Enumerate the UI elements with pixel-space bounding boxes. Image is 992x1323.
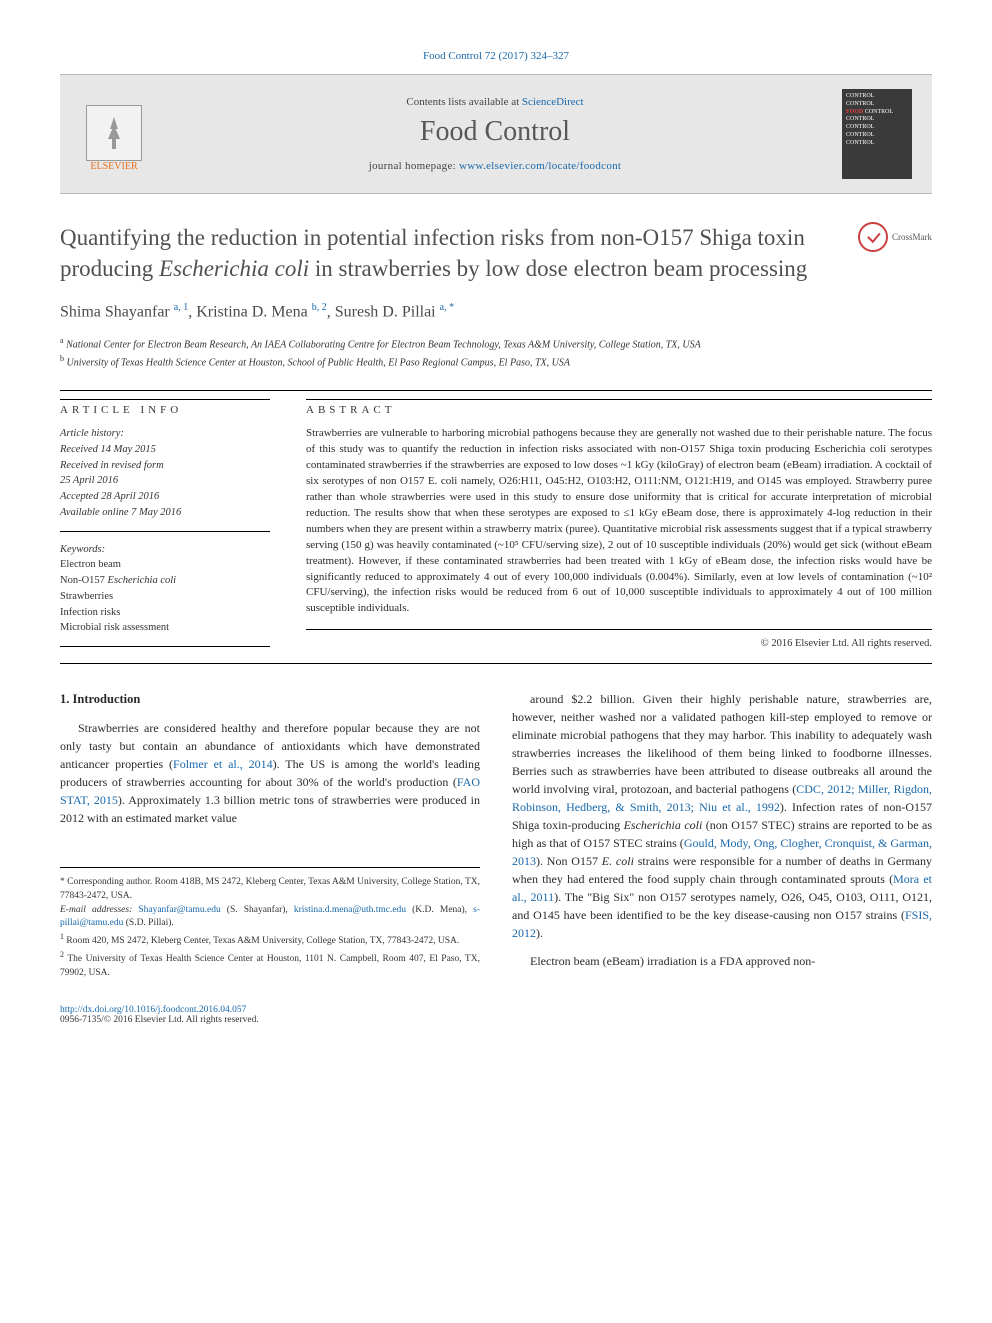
article-info-heading: ARTICLE INFO bbox=[60, 399, 270, 416]
elsevier-logo: ELSEVIER bbox=[80, 96, 148, 172]
authors-line: Shima Shayanfar a, 1, Kristina D. Mena b… bbox=[60, 302, 932, 321]
keywords: Keywords: Electron beam Non-O157 Escheri… bbox=[60, 542, 270, 648]
crossmark-badge[interactable]: CrossMark bbox=[858, 222, 932, 252]
para: Strawberries are considered healthy and … bbox=[60, 719, 480, 827]
footnotes: * Corresponding author. Room 418B, MS 24… bbox=[60, 867, 480, 981]
journal-cover-thumb: CONTROL CONTROL FOOD CONTROL CONTROL CON… bbox=[842, 89, 912, 179]
ref-link[interactable]: FSIS, 2012 bbox=[512, 908, 932, 940]
para: around $2.2 billion. Given their highly … bbox=[512, 690, 932, 942]
journal-banner: ELSEVIER Contents lists available at Sci… bbox=[60, 74, 932, 194]
abstract: ABSTRACT Strawberries are vulnerable to … bbox=[306, 399, 932, 649]
author-1: Shima Shayanfar bbox=[60, 303, 170, 320]
homepage-link[interactable]: www.elsevier.com/locate/foodcont bbox=[459, 160, 621, 172]
abstract-heading: ABSTRACT bbox=[306, 399, 932, 416]
publisher-name: ELSEVIER bbox=[90, 161, 137, 172]
para: Electron beam (eBeam) irradiation is a F… bbox=[512, 952, 932, 970]
author-3: Suresh D. Pillai bbox=[335, 303, 436, 320]
ref-link[interactable]: Folmer et al., 2014 bbox=[173, 757, 273, 771]
citation-header: Food Control 72 (2017) 324–327 bbox=[60, 50, 932, 62]
contents-line: Contents lists available at ScienceDirec… bbox=[148, 96, 842, 108]
journal-name: Food Control bbox=[148, 116, 842, 148]
ref-link[interactable]: Gould, Mody, Ong, Clogher, Cronquist, & … bbox=[512, 836, 932, 868]
sciencedirect-link[interactable]: ScienceDirect bbox=[522, 96, 584, 108]
citation-link[interactable]: Food Control 72 (2017) 324–327 bbox=[423, 50, 569, 62]
article-history: Article history: Received 14 May 2015 Re… bbox=[60, 426, 270, 532]
article-title: Quantifying the reduction in potential i… bbox=[60, 222, 842, 284]
ref-link[interactable]: FAO STAT, 2015 bbox=[60, 775, 480, 807]
page-footer: http://dx.doi.org/10.1016/j.foodcont.201… bbox=[60, 1005, 932, 1025]
issn-line: 0956-7135/© 2016 Elsevier Ltd. All right… bbox=[60, 1015, 932, 1025]
elsevier-tree-icon bbox=[86, 105, 142, 161]
abstract-text: Strawberries are vulnerable to harboring… bbox=[306, 426, 932, 630]
affiliations: a National Center for Electron Beam Rese… bbox=[60, 335, 932, 370]
crossmark-icon bbox=[858, 222, 888, 252]
doi-link[interactable]: http://dx.doi.org/10.1016/j.foodcont.201… bbox=[60, 1005, 246, 1015]
column-left: 1. Introduction Strawberries are conside… bbox=[60, 690, 480, 980]
email-link[interactable]: Shayanfar@tamu.edu bbox=[138, 905, 220, 915]
ref-link[interactable]: CDC, 2012; Miller, Rigdon, Robinson, Hed… bbox=[512, 782, 932, 814]
email-link[interactable]: kristina.d.mena@uth.tmc.edu bbox=[294, 905, 406, 915]
homepage-line: journal homepage: www.elsevier.com/locat… bbox=[148, 160, 842, 172]
copyright-line: © 2016 Elsevier Ltd. All rights reserved… bbox=[306, 638, 932, 649]
section-heading: 1. Introduction bbox=[60, 690, 480, 709]
body-text: 1. Introduction Strawberries are conside… bbox=[60, 690, 932, 980]
ref-link[interactable]: Mora et al., 2011 bbox=[512, 872, 932, 904]
article-info: ARTICLE INFO Article history: Received 1… bbox=[60, 399, 270, 649]
author-2: Kristina D. Mena bbox=[196, 303, 308, 320]
column-right: around $2.2 billion. Given their highly … bbox=[512, 690, 932, 980]
